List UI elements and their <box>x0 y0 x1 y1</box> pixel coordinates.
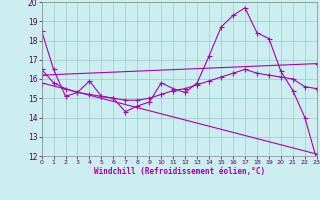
X-axis label: Windchill (Refroidissement éolien,°C): Windchill (Refroidissement éolien,°C) <box>94 167 265 176</box>
